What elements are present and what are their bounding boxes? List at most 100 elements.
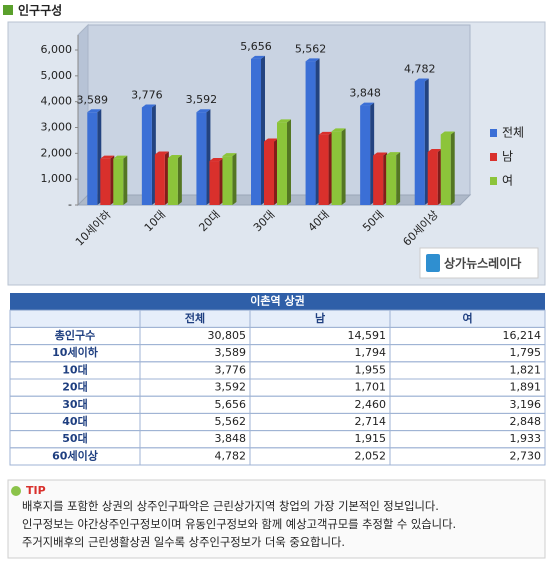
table-cell: 5,656 [215,398,247,411]
table-cell: 4,782 [215,449,247,462]
bar [305,61,316,205]
row-label: 10대 [62,362,87,376]
table-cell: 16,214 [503,329,542,342]
bar-side [396,152,401,205]
bar-top [87,109,102,113]
bar [113,158,124,205]
bar-top [427,148,442,152]
value-label: 3,776 [131,88,163,101]
table-cell: 2,460 [355,398,387,411]
legend-swatch [490,177,497,185]
table-cell: 1,955 [355,363,387,376]
table-cell: 2,848 [510,415,542,428]
bar-top [100,155,115,159]
tip-box [7,479,546,559]
table-row [9,412,546,432]
legend-swatch [490,129,497,137]
bar [427,151,438,205]
value-label: 3,589 [77,93,109,106]
bar-top [360,102,375,106]
table-cell: 1,794 [355,346,387,359]
table-cell: 3,589 [215,346,247,359]
bar-top [141,104,156,108]
row-label: 40대 [62,414,87,428]
bar [331,131,342,205]
legend-label: 여 [502,174,513,188]
tip-line: 인구정보는 야간상주인구정보이며 유동인구정보와 함께 예상고객규모를 추정할 … [22,518,456,531]
table-row [9,447,546,466]
bar-top [318,131,333,135]
table-cell: 5,562 [215,415,247,428]
table-row [9,361,546,380]
y-tick-label: 4,000 [41,95,73,108]
bar [209,161,220,205]
y-tick-label: 2,000 [41,146,73,159]
bar [440,134,451,205]
bar [277,122,287,205]
y-tick-label: - [68,198,72,211]
bar-side [123,155,128,205]
bar [100,158,111,205]
y-tick-label: 3,000 [41,121,73,134]
bar-side [287,119,291,205]
legend-label: 전체 [502,126,524,140]
table-cell: 3,848 [215,432,247,445]
bar [251,58,261,206]
bar-top [264,138,278,142]
table-cell: 30,805 [208,329,247,342]
bar-top [196,109,211,113]
table-row [9,395,546,414]
watermark-logo [426,254,440,272]
bar-top [222,153,237,157]
bar-top [386,152,401,156]
header-icon [3,5,13,15]
table-title: 이촌역 상권 [250,294,304,308]
row-label: 60세이상 [52,448,98,462]
value-label: 3,592 [186,93,218,106]
bar [154,154,165,205]
bar [87,112,98,205]
table-row [9,378,546,397]
value-label: 4,782 [404,62,436,75]
table-cell: 14,591 [348,329,387,342]
legend-swatch [490,153,497,161]
bar-top [331,128,346,132]
table-cell: 1,915 [355,432,387,445]
bar-top [209,158,224,162]
table-cell: 1,821 [510,363,542,376]
table-cell: 1,701 [355,381,387,394]
bar [373,155,384,205]
bar-top [440,131,455,135]
bar-top [167,154,182,158]
bar [222,156,233,205]
bar [196,112,207,205]
bar [414,81,425,205]
bar [264,141,274,205]
bar-top [251,55,265,59]
table-cell: 1,891 [510,381,542,394]
bar-top [373,152,388,156]
y-tick-label: 6,000 [41,43,73,56]
watermark-text: 상가뉴스레이다 [444,256,521,271]
row-label: 20대 [62,380,87,394]
table-cell: 2,052 [355,449,387,462]
table-cell: 2,714 [355,415,387,428]
side-wall [77,23,89,207]
bar-side [232,153,237,205]
tip-line: 주거지배후의 근린생활상권 일수록 상주인구정보가 더욱 중요합니다. [22,535,345,549]
bar-top [305,58,320,62]
bar-side [341,128,346,205]
tip-line: 배후지를 포함한 상권의 상주인구파악은 근린상가지역 창업의 가장 기본적인 … [22,500,439,513]
column-header: 전체 [185,311,205,325]
bar [360,105,371,205]
bar-side [450,131,455,205]
table-cell: 3,196 [510,398,542,411]
bar [318,134,329,205]
value-label: 5,656 [240,40,272,53]
header-title: 인구구성 [18,3,62,18]
bar [141,107,152,205]
bar-top [277,119,291,123]
table-cell: 2,730 [510,449,542,462]
